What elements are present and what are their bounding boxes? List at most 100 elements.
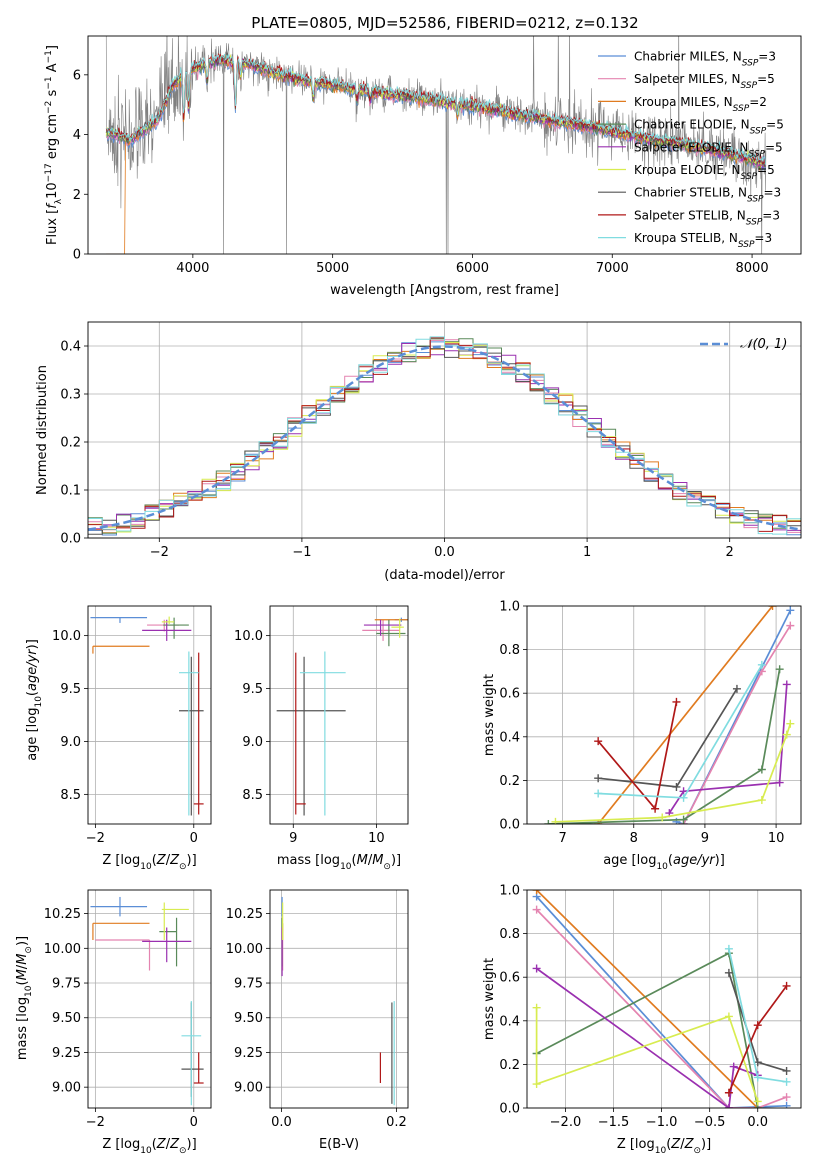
axes-frame	[87, 889, 212, 1109]
x-axis-label: Z [log10(Z/Z⊙)]	[102, 1137, 196, 1156]
legend-label: Salpeter ELODIE, NSSP=5	[634, 140, 783, 159]
model-spectrum-kroupa-stelib	[106, 53, 766, 165]
tick-label-y: 0.6	[499, 971, 520, 986]
panel-age-vs-Z: −2 0 8.5 9.0 9.5 10.0 Z [log10(Z/Z⊙)] age [log1…	[25, 605, 212, 872]
errorbar-kroupa-miles	[92, 645, 150, 654]
axes-frame	[526, 889, 802, 1109]
tick-label-y: 10.25	[44, 907, 81, 922]
tick-label-x: −1	[292, 545, 311, 560]
tick-label-x: −1.0	[646, 1115, 678, 1130]
series-marker	[729, 1062, 738, 1071]
tick-label-y: 0.4	[60, 340, 81, 355]
tick-label-x: −2	[86, 1115, 105, 1130]
series-marker	[679, 793, 688, 802]
plot-area	[88, 336, 801, 536]
series-marker	[753, 1097, 762, 1106]
axes-frame	[87, 605, 212, 825]
series-marker	[786, 719, 795, 728]
series-marker	[753, 1021, 762, 1030]
tick-label-y: 6	[73, 68, 81, 83]
errorbar-salpeter-elodie	[142, 619, 192, 641]
tick-label-x: −1.5	[598, 1115, 630, 1130]
errorbar-chabrier-elodie	[159, 917, 178, 967]
series-marker	[594, 737, 603, 746]
series-marker	[679, 815, 688, 824]
series-kroupa-miles	[594, 606, 777, 824]
tick-label-y: 9.25	[52, 1046, 81, 1061]
tick-label-y: 0.4	[499, 730, 520, 745]
series-salpeter-stelib	[724, 981, 791, 1097]
tick-label-x: −2	[86, 831, 105, 846]
panel-spectrum: 4000 5000 6000 7000 8000 0 2 4 6 Chabrier MILES, …	[44, 35, 802, 298]
legend-label: Chabrier STELIB, NSSP=3	[634, 186, 781, 205]
panel-residuals: −2 −1 0.0 1 2 0.0 0.1 0.2 0.3 0.4 𝒩(0, 1) (data-mod…	[35, 321, 802, 583]
series-chabrier-elodie	[532, 949, 762, 1108]
tick-label-y: 0.1	[60, 484, 81, 499]
y-axis-label: Normed distribution	[35, 365, 50, 495]
errorbar-salpeter-elodie	[363, 619, 402, 636]
tick-label-x: 7	[558, 831, 566, 846]
series-marker	[732, 684, 741, 693]
tick-label-y: 1.0	[499, 600, 520, 615]
series-marker	[532, 1080, 541, 1089]
series-marker	[782, 1066, 791, 1075]
errorbar-kroupa-elodie	[161, 902, 189, 940]
plot-area	[281, 896, 395, 1106]
tick-label-x: 8000	[736, 261, 769, 276]
errorbar-chabrier-miles	[90, 617, 148, 623]
series-marker	[651, 804, 660, 813]
axes-frame	[87, 321, 802, 539]
series-marker	[782, 1101, 791, 1108]
series-marker	[786, 621, 795, 630]
tick-label-y: 10.25	[226, 907, 263, 922]
series-marker	[532, 890, 541, 894]
series-marker	[753, 1073, 762, 1082]
tick-label-x: −2.0	[550, 1115, 582, 1130]
axes-frame	[526, 605, 802, 825]
tick-label-x: 0.0	[747, 1115, 768, 1130]
tick-label-y: 9.75	[52, 977, 81, 992]
series-marker	[782, 730, 791, 739]
legend-label: Salpeter STELIB, NSSP=3	[634, 208, 780, 227]
errorbar-salpeter-stelib	[193, 652, 204, 815]
plot-area	[532, 890, 791, 1108]
tick-label-x: 0.2	[386, 1115, 407, 1130]
tick-label-x: 1	[583, 545, 591, 560]
x-axis-label: Z [log10(Z/Z⊙)]	[102, 853, 196, 872]
series-marker	[532, 964, 541, 973]
panel-age-vs-mass: 9 10 8.5 9.0 9.5 10.0 mass [log10(M/M⊙)]	[234, 605, 409, 872]
tick-label-y: 0.0	[60, 532, 81, 547]
tick-label-y: 0.4	[499, 1014, 520, 1029]
errorbar-kroupa-stelib	[179, 651, 199, 816]
series-line	[536, 890, 759, 1108]
series-line	[535, 1007, 759, 1102]
series-marker	[532, 1003, 541, 1012]
y-axis-label: mass weight	[482, 674, 497, 756]
series-line	[535, 895, 787, 1108]
series-marker	[768, 606, 777, 610]
plot-area	[90, 896, 204, 1106]
tick-label-y: 8.5	[242, 788, 263, 803]
tick-label-y: 9.5	[60, 682, 81, 697]
legend-label: Salpeter MILES, NSSP=5	[634, 72, 775, 91]
plot-area	[105, 36, 767, 254]
tick-label-y: 9.25	[234, 1046, 263, 1061]
tick-label-y: 8.5	[60, 788, 81, 803]
tick-label-y: 0	[73, 248, 81, 263]
series-marker	[757, 796, 766, 805]
tick-label-x: 10	[768, 831, 785, 846]
panel-mass-vs-ebv: 0.0 0.2 9.00 9.25 9.50 9.75 10.00 10.25 E(B-V)	[226, 889, 409, 1152]
axes-frame	[269, 889, 409, 1109]
legend: Chabrier MILES, NSSP=3 Salpeter MILES, NS…	[598, 50, 784, 250]
tick-label-x: 9	[289, 831, 297, 846]
errorbar-kroupa-elodie	[391, 618, 404, 638]
panel-massweight-vs-age: 7 8 9 10 0.0 0.2 0.4 0.6 0.8 1.0 age [log10(age/yr…	[482, 600, 802, 872]
tick-label-y: 0.6	[499, 687, 520, 702]
y-axis-label: mass [log10(M/M⊙)]	[15, 936, 34, 1060]
tick-label-x: 5000	[316, 261, 349, 276]
series-line	[536, 951, 759, 1108]
series-marker	[775, 665, 784, 674]
model-spectrum-salpeter-stelib	[105, 53, 766, 165]
errorbar-kroupa-elodie	[161, 616, 175, 624]
tick-label-y: 0.0	[499, 1102, 520, 1117]
